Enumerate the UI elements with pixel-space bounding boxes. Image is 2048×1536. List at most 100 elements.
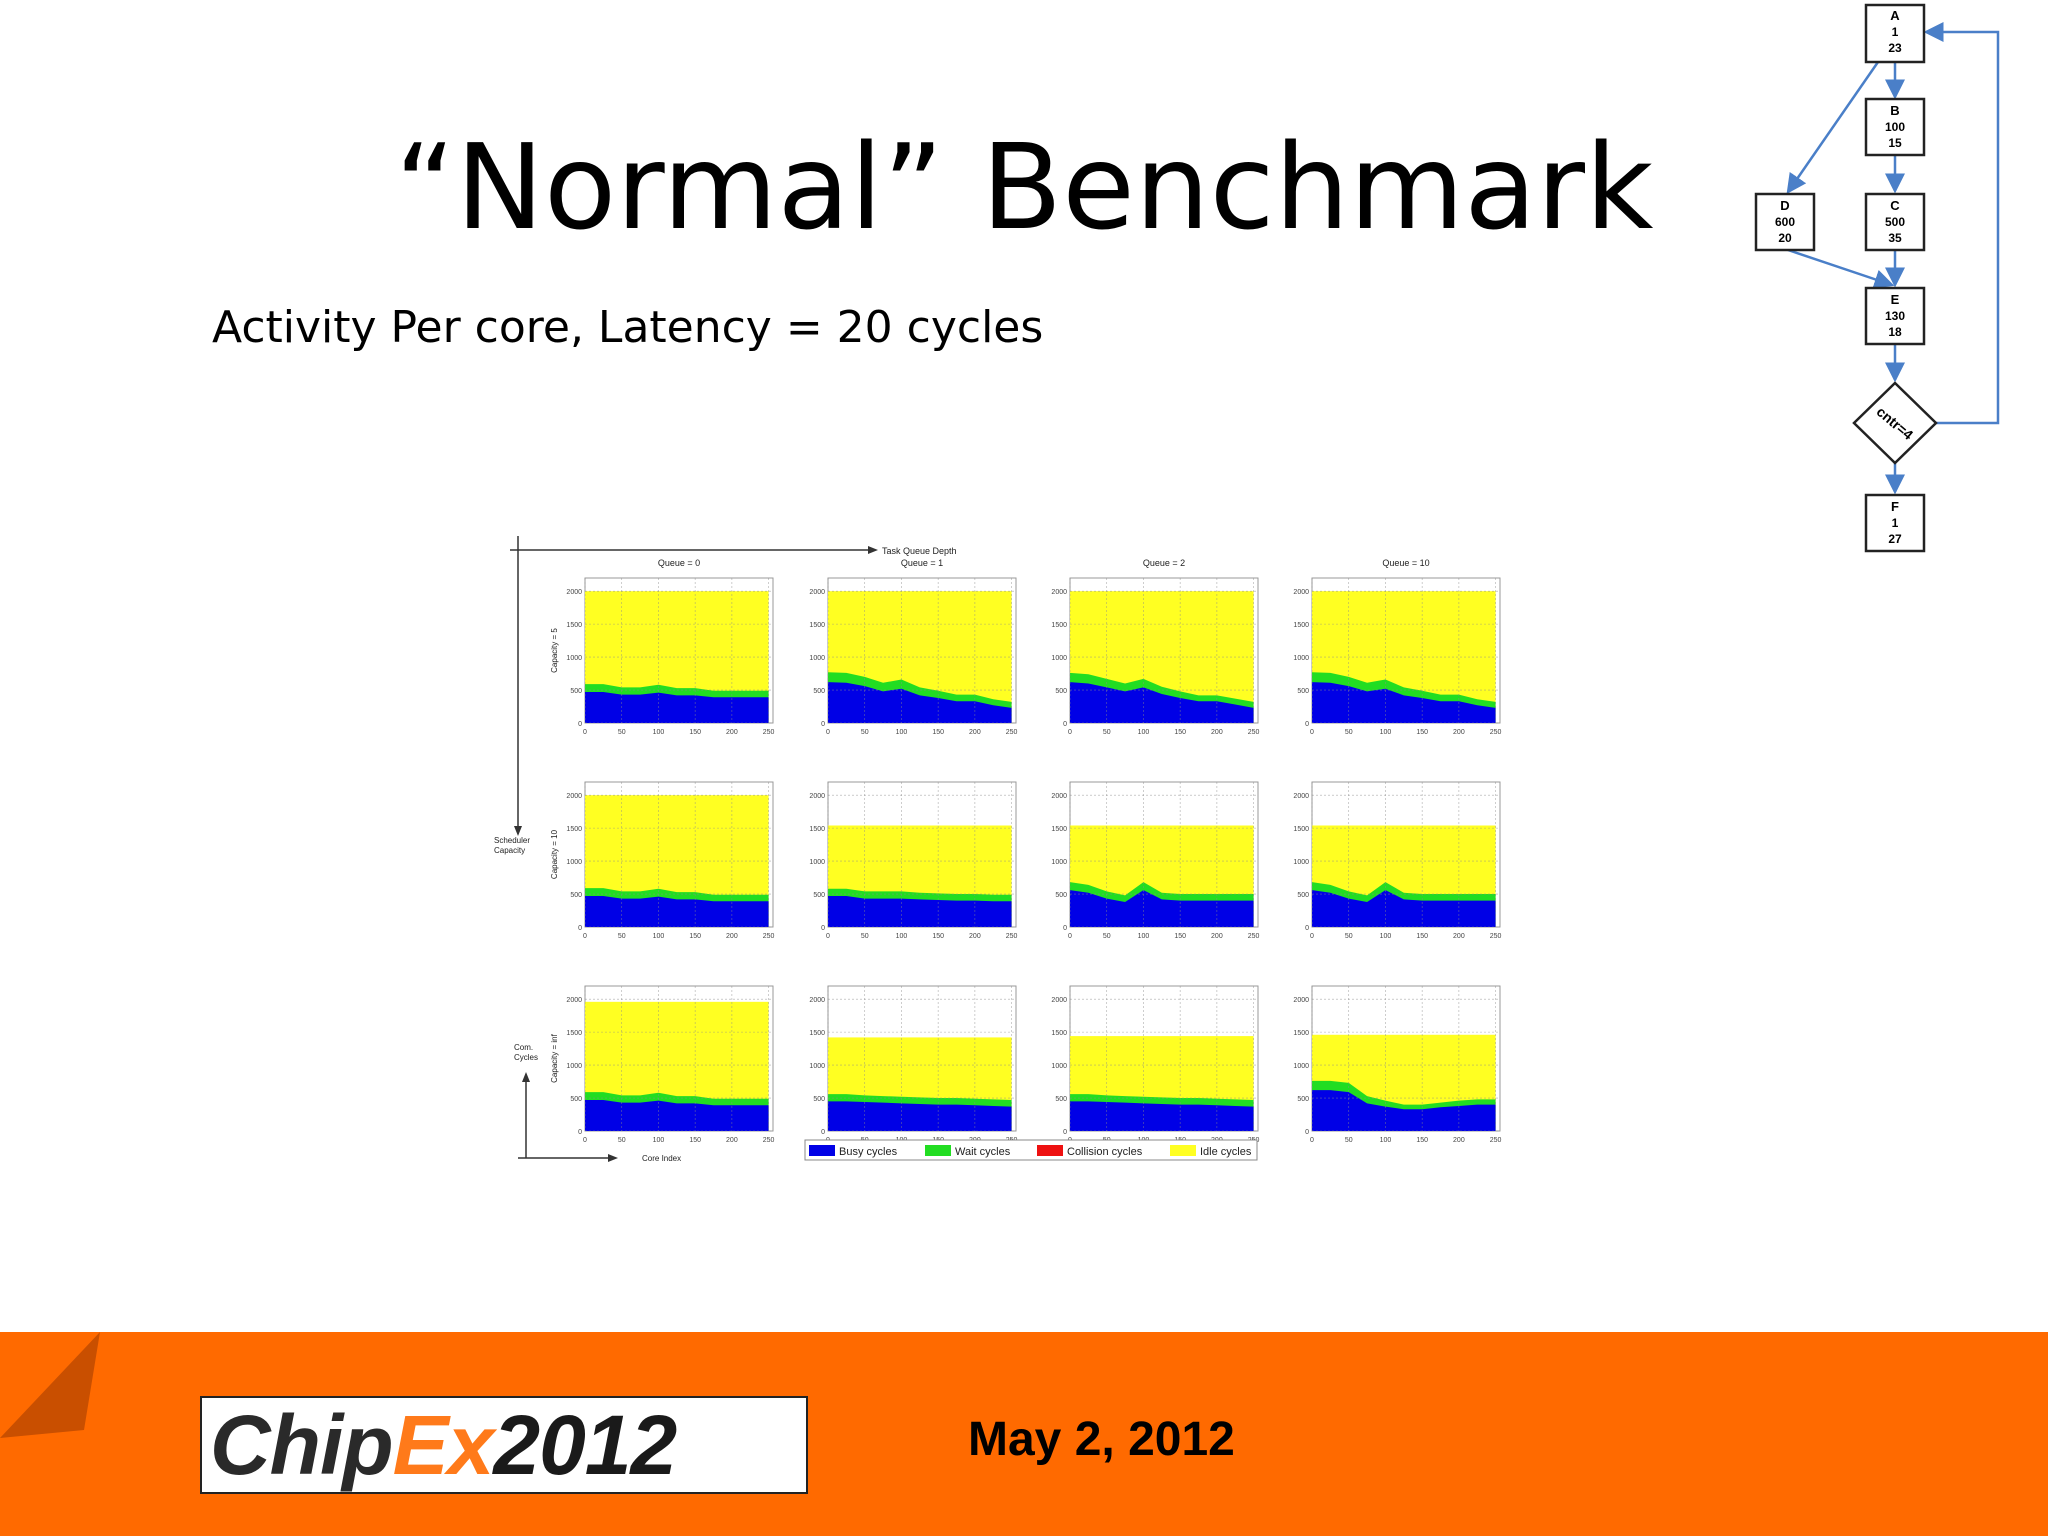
y-tick-label: 1500	[566, 1030, 582, 1037]
y-tick-label: 1500	[809, 826, 825, 833]
panel-r0-c3: 0 50 100 150 200 250 0 500 1000 1500 2000	[1293, 577, 1502, 736]
scheduler-capacity-label: Scheduler	[494, 836, 530, 845]
x-tick-label: 50	[861, 729, 869, 736]
y-tick-label: 0	[1305, 721, 1309, 728]
y-tick-label: 1000	[566, 1063, 582, 1070]
svg-text:1: 1	[1892, 25, 1899, 39]
x-tick-label: 250	[1006, 933, 1018, 940]
y-tick-label: 1000	[1293, 859, 1309, 866]
legend-label-0: Busy cycles	[839, 1146, 898, 1158]
svg-text:B: B	[1890, 103, 1899, 118]
y-tick-label: 1500	[1051, 622, 1067, 629]
y-tick-label: 1000	[809, 1063, 825, 1070]
y-tick-label: 2000	[566, 793, 582, 800]
page-fold-decoration	[0, 1332, 110, 1442]
x-tick-label: 200	[726, 729, 738, 736]
column-title-2: Queue = 2	[1143, 558, 1185, 568]
y-tick-label: 1500	[809, 1030, 825, 1037]
y-tick-label: 0	[1063, 1129, 1067, 1136]
y-tick-label: 2000	[1051, 793, 1067, 800]
x-tick-label: 200	[726, 933, 738, 940]
x-tick-label: 0	[1068, 729, 1072, 736]
y-tick-label: 500	[813, 688, 825, 695]
y-tick-label: 500	[570, 892, 582, 899]
svg-text:A: A	[1890, 8, 1900, 23]
queue-depth-axis-label: Task Queue Depth	[882, 546, 957, 556]
com-cycles-arrowhead	[522, 1072, 530, 1082]
flow-edge-loop	[1923, 22, 2000, 425]
x-tick-label: 200	[969, 933, 981, 940]
y-tick-label: 0	[578, 721, 582, 728]
y-tick-label: 0	[578, 1129, 582, 1136]
x-tick-label: 0	[826, 933, 830, 940]
x-tick-label: 100	[653, 933, 665, 940]
x-tick-label: 100	[653, 1137, 665, 1144]
busy-cycles-area	[1312, 682, 1496, 723]
flow-node-b: B 100 15	[1864, 97, 1926, 157]
x-tick-label: 150	[932, 933, 944, 940]
busy-cycles-area	[585, 896, 769, 927]
legend-label-1: Wait cycles	[955, 1146, 1011, 1158]
y-tick-label: 500	[1055, 688, 1067, 695]
x-tick-label: 150	[1174, 729, 1186, 736]
y-tick-label: 0	[1305, 1129, 1309, 1136]
y-tick-label: 1500	[1293, 1030, 1309, 1037]
x-tick-label: 0	[1310, 1137, 1314, 1144]
y-tick-label: 1000	[1051, 859, 1067, 866]
y-tick-label: 2000	[809, 997, 825, 1004]
svg-text:23: 23	[1888, 41, 1902, 55]
x-tick-label: 150	[1416, 1137, 1428, 1144]
y-tick-label: 2000	[1293, 997, 1309, 1004]
busy-cycles-area	[828, 1101, 1012, 1131]
busy-cycles-area	[828, 896, 1012, 927]
panel-r1-c1: 0 50 100 150 200 250 0 500 1000 1500 2000	[809, 781, 1018, 940]
x-tick-label: 200	[726, 1137, 738, 1144]
x-tick-label: 50	[1103, 933, 1111, 940]
x-tick-label: 100	[1380, 729, 1392, 736]
legend-swatch-0	[809, 1145, 835, 1156]
y-tick-label: 500	[1055, 892, 1067, 899]
x-tick-label: 100	[653, 729, 665, 736]
x-tick-label: 150	[689, 1137, 701, 1144]
y-tick-label: 2000	[566, 589, 582, 596]
y-tick-label: 0	[821, 721, 825, 728]
panel-r0-c2: 0 50 100 150 200 250 0 500 1000 1500 2000	[1051, 577, 1260, 736]
x-tick-label: 100	[896, 933, 908, 940]
y-tick-label: 1500	[566, 826, 582, 833]
flow-node-cntr: cntr=4	[1852, 381, 1938, 465]
chart-legend: Busy cycles Wait cycles Collision cycles Id…	[804, 1139, 1258, 1161]
x-tick-label: 0	[583, 729, 587, 736]
x-tick-label: 200	[969, 729, 981, 736]
legend-swatch-3	[1170, 1145, 1196, 1156]
panel-r1-c3: 0 50 100 150 200 250 0 500 1000 1500 2000	[1293, 781, 1502, 940]
svg-text:35: 35	[1888, 231, 1902, 245]
x-tick-label: 100	[1138, 729, 1150, 736]
x-tick-label: 50	[1345, 933, 1353, 940]
svg-text:E: E	[1891, 292, 1900, 307]
slide-date: May 2, 2012	[968, 1413, 1235, 1466]
busy-cycles-area	[1312, 890, 1496, 927]
x-tick-label: 50	[618, 933, 626, 940]
flow-edge-a-d	[1786, 61, 1880, 195]
x-tick-label: 250	[1490, 729, 1502, 736]
x-tick-label: 0	[1310, 729, 1314, 736]
svg-text:27: 27	[1888, 532, 1902, 546]
y-tick-label: 1500	[1293, 826, 1309, 833]
legend-label-2: Collision cycles	[1067, 1146, 1143, 1158]
legend-swatch-1	[925, 1145, 951, 1156]
svg-text:600: 600	[1775, 215, 1795, 229]
row-label-1: Capacity = 10	[550, 829, 559, 879]
y-tick-label: 0	[1063, 721, 1067, 728]
y-tick-label: 1500	[809, 622, 825, 629]
column-title-3: Queue = 10	[1382, 558, 1429, 568]
x-tick-label: 0	[826, 729, 830, 736]
y-tick-label: 0	[821, 1129, 825, 1136]
x-tick-label: 100	[896, 729, 908, 736]
x-tick-label: 250	[1490, 933, 1502, 940]
panel-r1-c0: 0 50 100 150 200 250 0 500 1000 1500 2000	[566, 781, 775, 940]
svg-text:15: 15	[1888, 136, 1902, 150]
chipex-logo: ChipEx2012	[200, 1396, 808, 1494]
row-label-0: Capacity = 5	[550, 628, 559, 673]
busy-cycles-area	[1070, 682, 1254, 723]
